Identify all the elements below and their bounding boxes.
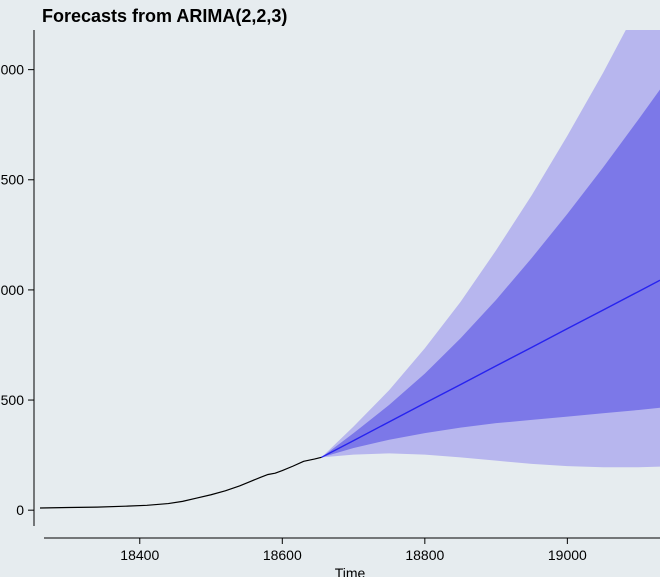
y-tick-label: 1000 xyxy=(0,282,24,298)
y-tick-label: 0 xyxy=(16,502,24,518)
chart-svg: 18400 18600 18800 19000 0 500 1000 1500 2000 Time… xyxy=(0,0,660,577)
y-tick-label: 2000 xyxy=(0,62,24,78)
x-tick-label: 19000 xyxy=(548,547,587,563)
x-tick-label: 18600 xyxy=(263,547,302,563)
x-tick-label: 18400 xyxy=(120,547,159,563)
y-tick-label: 500 xyxy=(1,392,25,408)
chart-title: Forecasts from ARIMA(2,2,3) xyxy=(42,6,287,26)
y-tick-label: 1500 xyxy=(0,172,24,188)
x-tick-label: 18800 xyxy=(405,547,444,563)
forecast-chart: 18400 18600 18800 19000 0 500 1000 1500 2000 Time… xyxy=(0,0,660,577)
x-axis-label: Time xyxy=(335,565,366,577)
